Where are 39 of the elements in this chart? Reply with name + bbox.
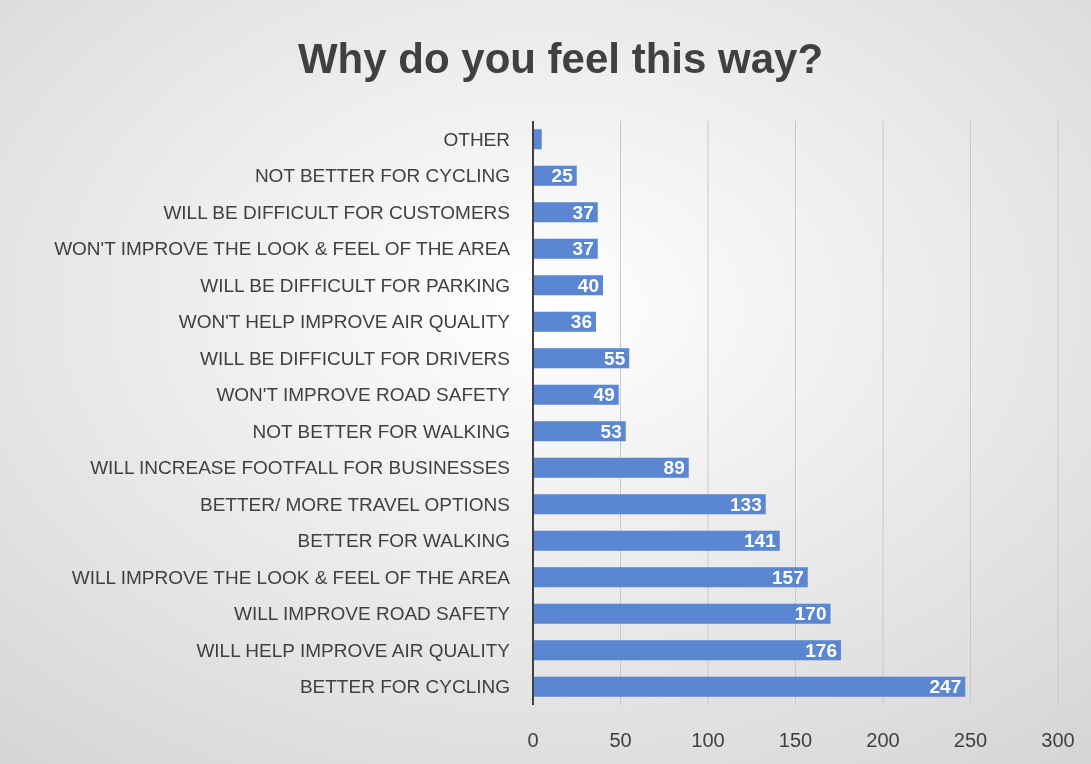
data-label: 53 (600, 420, 622, 442)
y-tick-label: WILL INCREASE FOOTFALL FOR BUSINESSES (90, 457, 510, 479)
y-tick-label: WILL IMPROVE THE LOOK & FEEL OF THE AREA (71, 566, 511, 588)
data-label: 133 (730, 493, 762, 515)
y-tick-label: WON'T HELP IMPROVE AIR QUALITY (178, 311, 511, 333)
y-tick-label: WON'T IMPROVE THE LOOK & FEEL OF THE AREA (54, 238, 511, 260)
y-tick-label: WON'T IMPROVE ROAD SAFETY (216, 384, 511, 406)
y-tick-label: NOT BETTER FOR CYCLING (254, 165, 510, 187)
x-tick-label: 100 (691, 729, 725, 751)
y-tick-label: WILL BE DIFFICULT FOR DRIVERS (199, 347, 510, 369)
y-tick-label: BETTER FOR WALKING (297, 530, 510, 552)
chart-title: Why do you feel this way? (297, 35, 824, 82)
y-tick-label: WILL BE DIFFICULT FOR CUSTOMERS (163, 201, 510, 223)
data-label: 247 (929, 676, 962, 698)
y-tick-label: WILL BE DIFFICULT FOR PARKING (200, 274, 510, 296)
data-label: 157 (772, 566, 804, 588)
data-label: 37 (572, 201, 594, 223)
data-label: 89 (663, 457, 685, 479)
data-label: 36 (570, 311, 592, 333)
y-tick-label: BETTER FOR CYCLING (299, 676, 510, 698)
data-label: 40 (577, 274, 599, 296)
x-tick-label: 300 (1041, 729, 1075, 751)
y-tick-label: NOT BETTER FOR WALKING (252, 420, 510, 442)
y-tick-label: WILL IMPROVE ROAD SAFETY (234, 603, 511, 625)
y-tick-label: WILL HELP IMPROVE AIR QUALITY (196, 639, 511, 661)
data-label: 49 (593, 384, 615, 406)
data-label: 170 (794, 603, 827, 625)
data-label: 25 (551, 165, 574, 187)
y-tick-label: OTHER (443, 128, 510, 150)
x-tick-label: 0 (527, 729, 539, 751)
x-tick-label: 50 (609, 729, 632, 751)
data-label: 55 (604, 347, 626, 369)
x-tick-label: 150 (778, 729, 813, 751)
data-label: 141 (744, 530, 777, 552)
x-tick-label: 200 (866, 729, 900, 751)
data-label: 37 (572, 238, 594, 260)
x-tick-label: 250 (953, 729, 988, 751)
data-label: 176 (805, 639, 837, 661)
y-tick-label: BETTER/ MORE TRAVEL OPTIONS (199, 493, 510, 515)
